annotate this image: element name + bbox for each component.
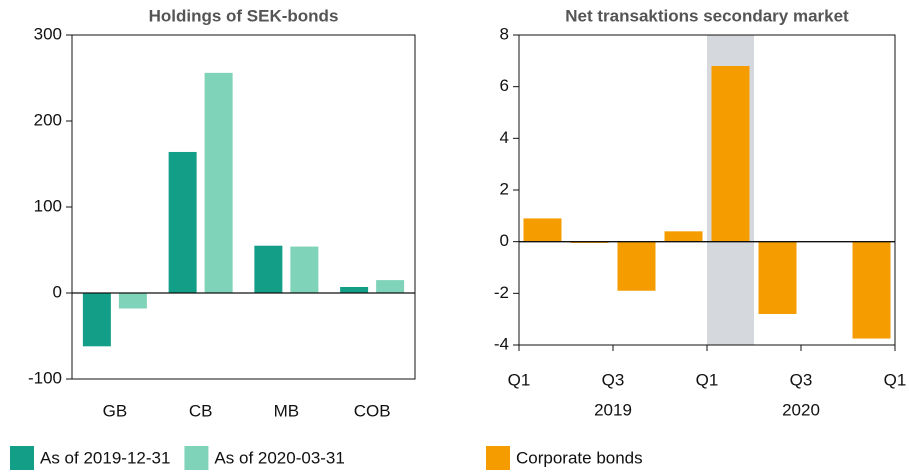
bar — [758, 241, 797, 314]
y-tick-label: 8 — [500, 24, 509, 43]
x-tick-label: Q1 — [884, 370, 907, 389]
x-tick-label: COB — [354, 401, 391, 420]
legend-swatch — [10, 446, 34, 470]
bar — [168, 151, 197, 293]
bar — [617, 241, 656, 291]
legend-label: As of 2019-12-31 — [40, 448, 170, 467]
bar — [664, 231, 703, 242]
y-tick-label: 0 — [53, 282, 62, 301]
y-tick-label: 6 — [500, 76, 509, 95]
bar — [711, 66, 750, 242]
bar — [290, 246, 319, 293]
bar — [82, 293, 111, 347]
plot-frame — [71, 34, 416, 380]
x-tick-label: CB — [189, 401, 213, 420]
year-label: 2019 — [594, 400, 632, 419]
legend-label: Corporate bonds — [516, 448, 643, 467]
x-tick-label: Q3 — [790, 370, 813, 389]
bar — [118, 293, 147, 309]
x-tick-label: Q1 — [696, 370, 719, 389]
legend-label: As of 2020-03-31 — [214, 448, 344, 467]
legend-swatch — [184, 446, 209, 470]
chart-title: Holdings of SEK-bonds — [149, 6, 339, 25]
bar — [523, 218, 562, 242]
bar — [204, 72, 233, 293]
year-label: 2020 — [782, 400, 820, 419]
y-tick-label: 300 — [34, 24, 62, 43]
x-tick-label: Q3 — [602, 370, 625, 389]
y-tick-label: 4 — [500, 128, 509, 147]
y-tick-label: -4 — [494, 334, 509, 353]
bar — [340, 286, 369, 293]
x-tick-label: GB — [103, 401, 128, 420]
y-tick-label: -2 — [494, 283, 509, 302]
y-tick-label: 0 — [500, 231, 509, 250]
x-tick-label: MB — [274, 401, 300, 420]
y-tick-label: 200 — [34, 110, 62, 129]
y-tick-label: 100 — [34, 196, 62, 215]
bar — [852, 241, 891, 339]
y-tick-label: 2 — [500, 179, 509, 198]
x-tick-label: Q1 — [508, 370, 531, 389]
legend-swatch — [486, 446, 510, 470]
y-tick-label: -100 — [28, 368, 62, 387]
bar — [376, 280, 405, 293]
bar — [254, 245, 283, 293]
chart-title: Net transaktions secondary market — [565, 6, 849, 25]
